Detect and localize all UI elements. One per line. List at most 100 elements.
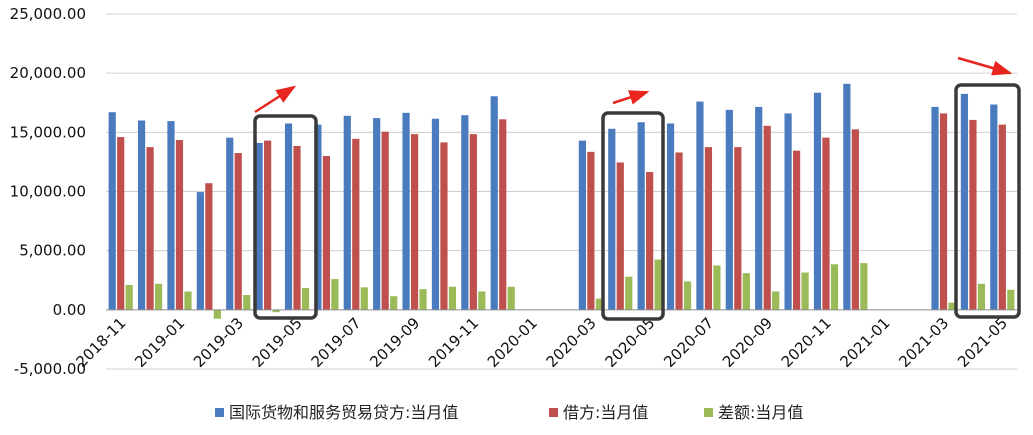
bar — [301, 287, 310, 310]
bar — [969, 119, 977, 310]
bar — [813, 92, 822, 310]
bar — [851, 129, 859, 310]
bar — [507, 286, 515, 310]
bar — [352, 138, 360, 310]
bar — [654, 259, 662, 310]
bar — [431, 118, 440, 310]
bar — [742, 273, 750, 310]
x-tick-label: 2019-05 — [249, 314, 306, 371]
bar — [243, 295, 251, 310]
highlight-box — [601, 111, 665, 321]
bar — [322, 156, 331, 310]
legend-label: 国际货物和服务贸易贷方:当月值 — [229, 403, 458, 422]
bar — [314, 124, 322, 310]
bar — [637, 122, 645, 310]
bar — [440, 142, 448, 310]
bar — [226, 137, 234, 310]
bar — [205, 183, 213, 310]
bar — [343, 115, 351, 310]
bar — [860, 263, 868, 310]
bar — [402, 112, 410, 310]
bar — [490, 96, 498, 310]
bar — [948, 302, 956, 310]
bar — [734, 147, 742, 310]
bar — [977, 283, 986, 310]
legend-swatch — [704, 408, 713, 417]
y-tick-label: 10,000.00 — [10, 183, 86, 201]
x-tick-label: 2021-03 — [895, 314, 952, 371]
bar — [284, 123, 293, 310]
legend-swatch — [215, 408, 224, 417]
bar — [167, 121, 175, 310]
x-axis-ticks: 2018-11 2019-01 2019-03 2019-05 2019-07 2019-… — [72, 314, 1011, 371]
x-tick-label: 2020-05 — [601, 314, 658, 371]
bar — [939, 113, 948, 310]
highlight-box — [954, 83, 1021, 319]
arrow — [612, 90, 650, 105]
bar — [595, 298, 603, 310]
bar — [175, 140, 184, 310]
highlight-box — [253, 114, 318, 320]
x-tick-label: 2019-03 — [190, 314, 247, 371]
bar — [125, 284, 133, 310]
bars — [108, 83, 1015, 319]
bar — [117, 137, 125, 310]
bar — [763, 125, 771, 310]
bar — [448, 286, 457, 310]
bar — [725, 109, 733, 310]
x-tick-label: 2019-11 — [425, 314, 482, 371]
x-tick-label: 2020-01 — [484, 314, 541, 371]
bar — [704, 147, 713, 310]
bar — [293, 145, 301, 310]
bar — [373, 118, 381, 310]
bar — [792, 150, 801, 310]
y-tick-label: 5,000.00 — [19, 242, 86, 260]
bar — [755, 106, 763, 310]
bar — [331, 279, 339, 310]
bar — [381, 131, 389, 310]
x-tick-label: 2020-09 — [719, 314, 776, 371]
bar — [196, 192, 204, 310]
bar — [478, 291, 486, 310]
bar — [931, 106, 939, 310]
x-tick-label: 2021-05 — [954, 314, 1011, 371]
y-axis-ticks: 25,000.00 20,000.00 15,000.00 10,000.00 5,00… — [10, 5, 86, 378]
bar — [713, 265, 721, 310]
x-tick-label: 2019-07 — [308, 314, 365, 371]
bar — [608, 128, 616, 310]
bar — [822, 137, 830, 310]
bar — [772, 291, 780, 310]
bar — [213, 309, 221, 319]
bar — [108, 112, 116, 310]
bar — [696, 101, 704, 310]
y-tick-label: -5,000.00 — [14, 360, 86, 378]
annotations — [253, 56, 1021, 321]
legend-label: 差额:当月值 — [718, 403, 803, 422]
bar — [830, 264, 839, 310]
bar — [1007, 289, 1015, 310]
bar — [625, 276, 633, 310]
bar — [578, 140, 586, 310]
bar — [784, 113, 792, 310]
x-tick-label: 2020-11 — [778, 314, 835, 371]
legend-swatch — [549, 408, 558, 417]
bar — [469, 134, 477, 310]
bar — [234, 153, 242, 310]
bar — [998, 124, 1006, 310]
bar — [146, 147, 154, 310]
bar — [499, 119, 507, 310]
arrow — [957, 56, 1013, 76]
bar — [154, 283, 163, 310]
bar — [587, 151, 595, 310]
y-tick-label: 15,000.00 — [10, 123, 86, 141]
legend-item: 差额:当月值 — [704, 403, 803, 422]
bar — [255, 142, 263, 310]
x-tick-label: 2021-01 — [837, 314, 894, 371]
legend-label: 借方:当月值 — [563, 403, 648, 422]
x-tick-label: 2020-03 — [543, 314, 600, 371]
y-tick-label: 0.00 — [53, 301, 86, 319]
bar — [461, 115, 469, 310]
bar — [843, 83, 851, 310]
